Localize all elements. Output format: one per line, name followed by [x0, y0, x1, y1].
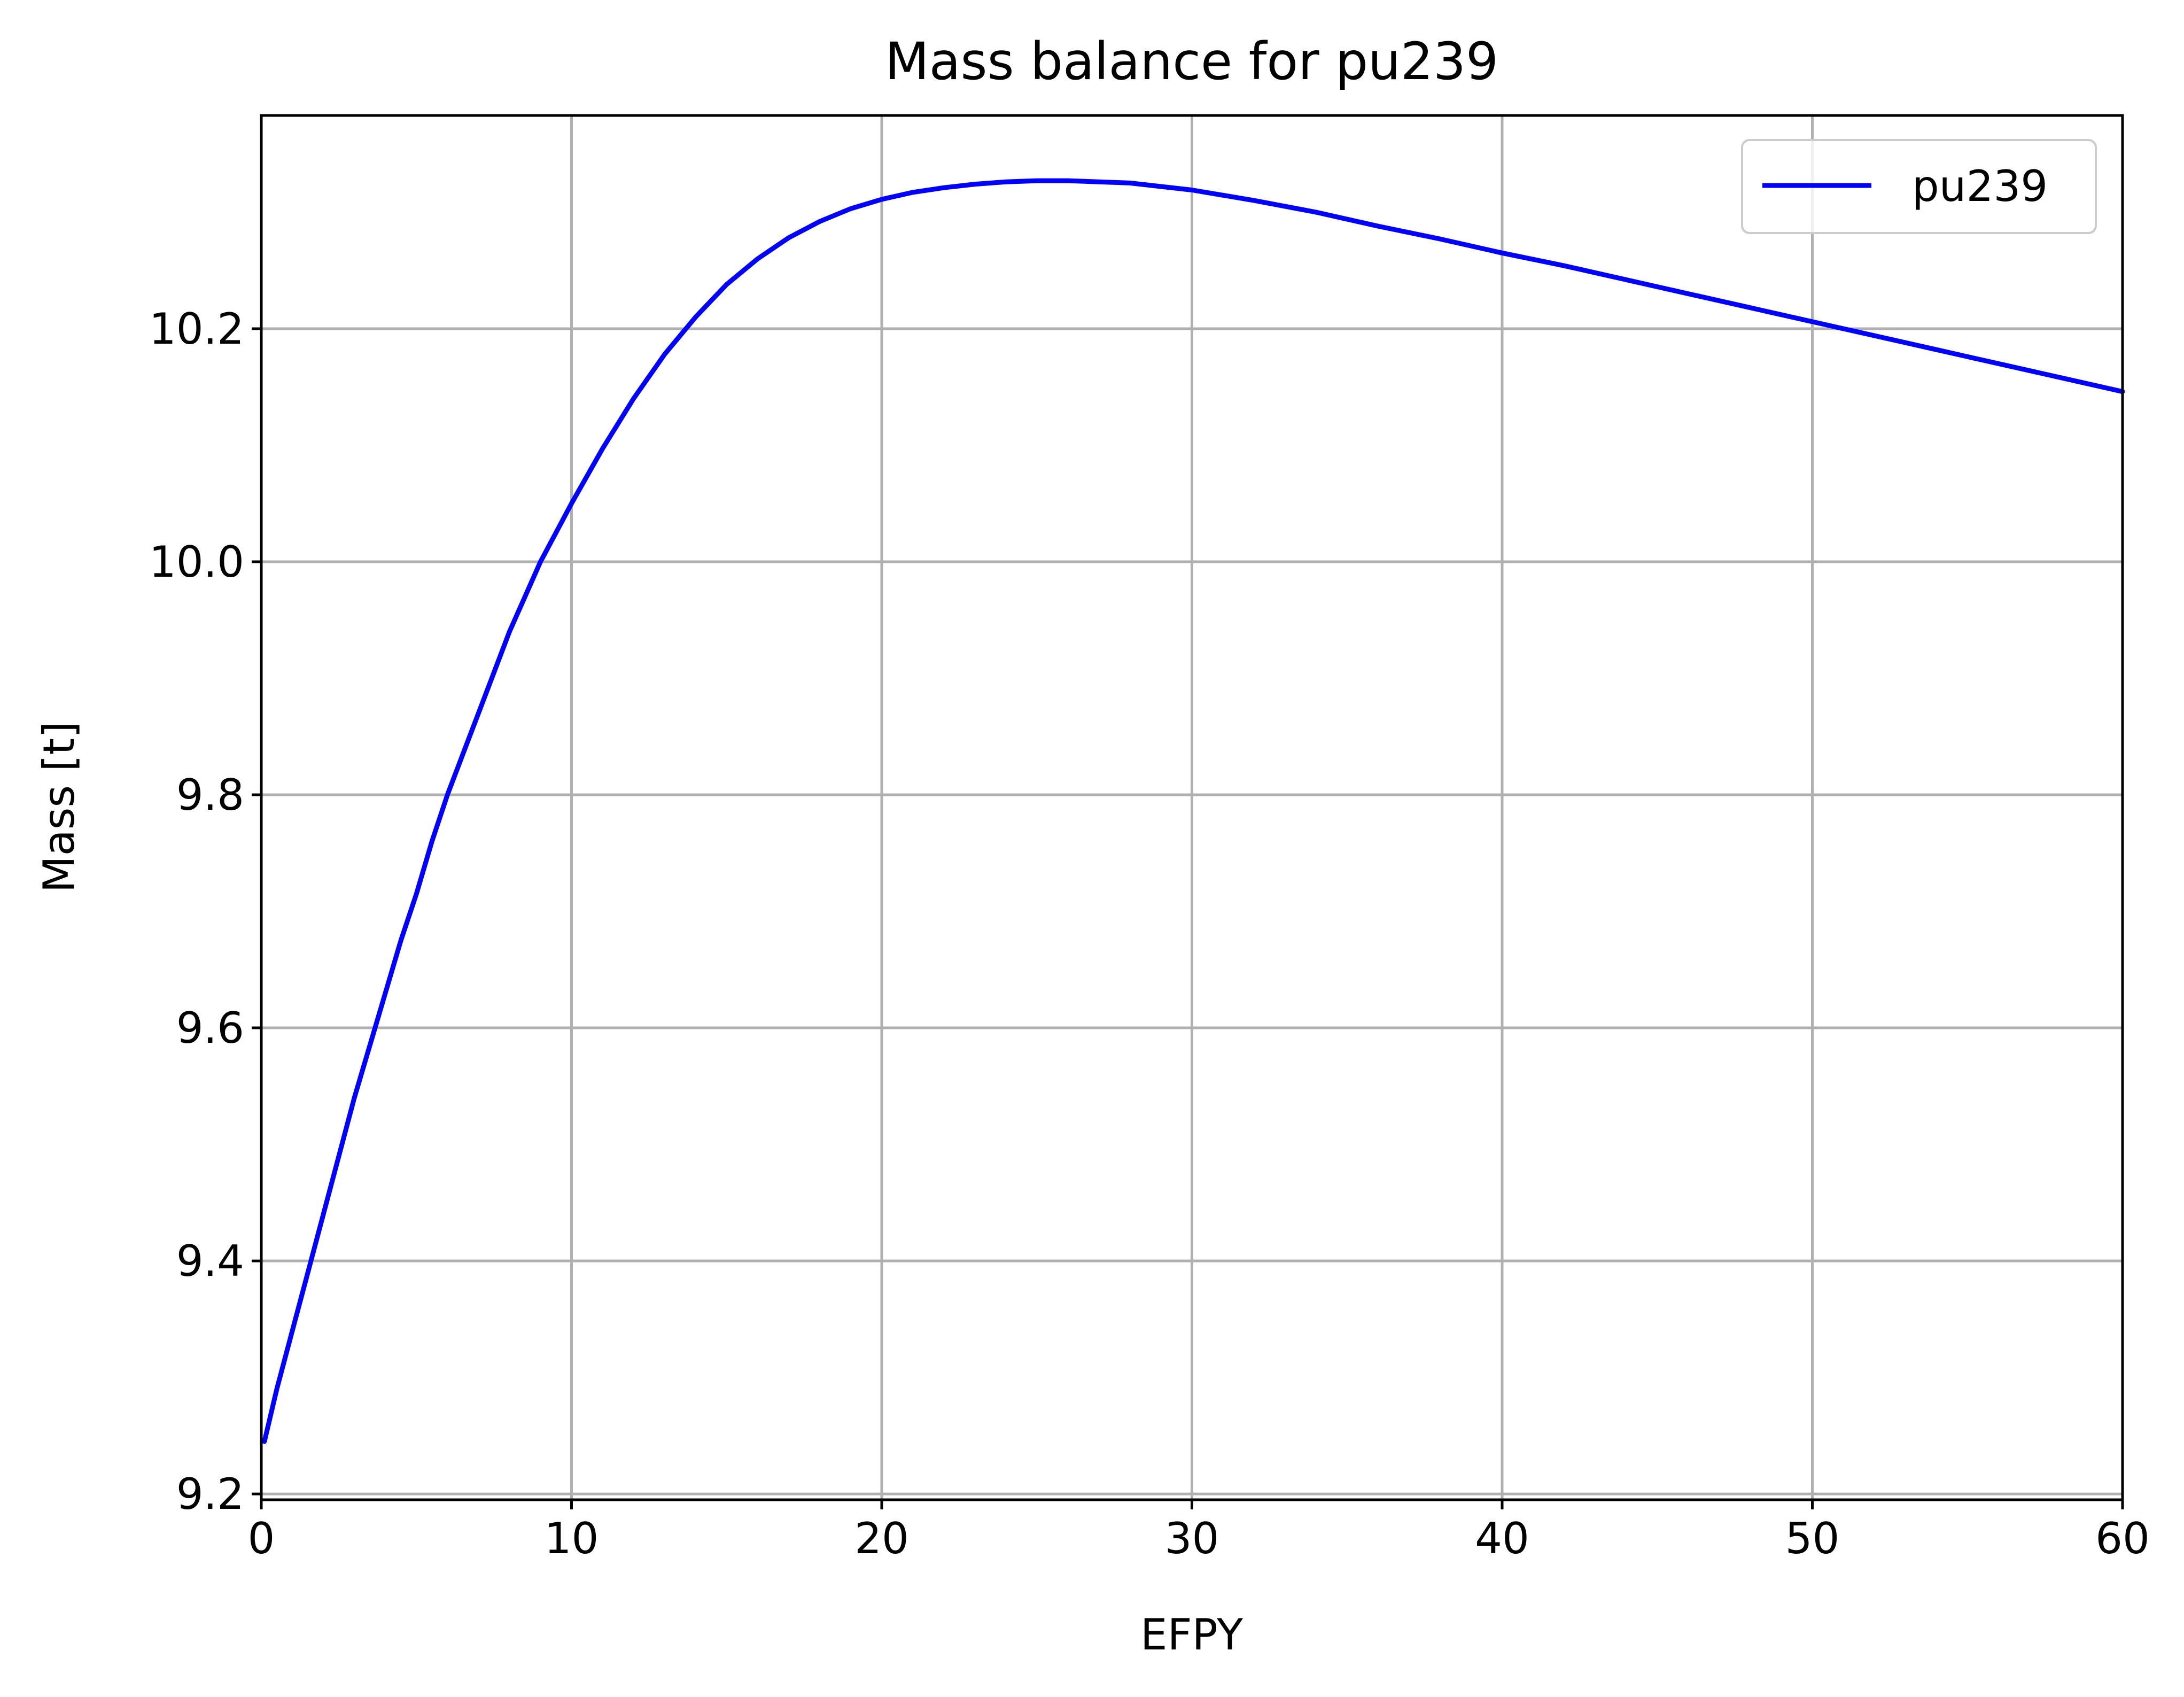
x-tick-label: 0	[248, 1514, 275, 1563]
y-tick-label: 9.6	[176, 1003, 244, 1053]
y-tick-label: 9.4	[176, 1236, 244, 1286]
grid-layer	[260, 115, 2124, 1500]
x-tick-label: 20	[854, 1514, 909, 1563]
x-tick-label: 10	[545, 1514, 599, 1563]
x-tick-label: 60	[2095, 1514, 2150, 1563]
tick-layer: 0 10 20 30 40 50 60 9.2 9.4 9.6 9.8 10.0 10.2	[149, 304, 2150, 1563]
y-tick-label: 10.0	[149, 537, 244, 587]
y-axis-label: Mass [t]	[34, 722, 84, 893]
chart-title: Mass balance for pu239	[885, 32, 1498, 91]
line-layer	[262, 178, 2125, 1444]
y-tick-label: 9.8	[176, 770, 244, 820]
x-tick-label: 50	[1785, 1514, 1840, 1563]
legend-label: pu239	[1912, 161, 2048, 211]
x-tick-label: 30	[1165, 1514, 1219, 1563]
series-line-pu239	[262, 178, 2125, 1444]
legend: pu239	[1741, 139, 2097, 234]
x-tick-label: 40	[1475, 1514, 1529, 1563]
y-tick-label: 10.2	[149, 304, 244, 354]
x-axis-label: EFPY	[1140, 1610, 1243, 1660]
y-tick-label: 9.2	[176, 1469, 244, 1519]
legend-frame	[1741, 139, 2097, 234]
